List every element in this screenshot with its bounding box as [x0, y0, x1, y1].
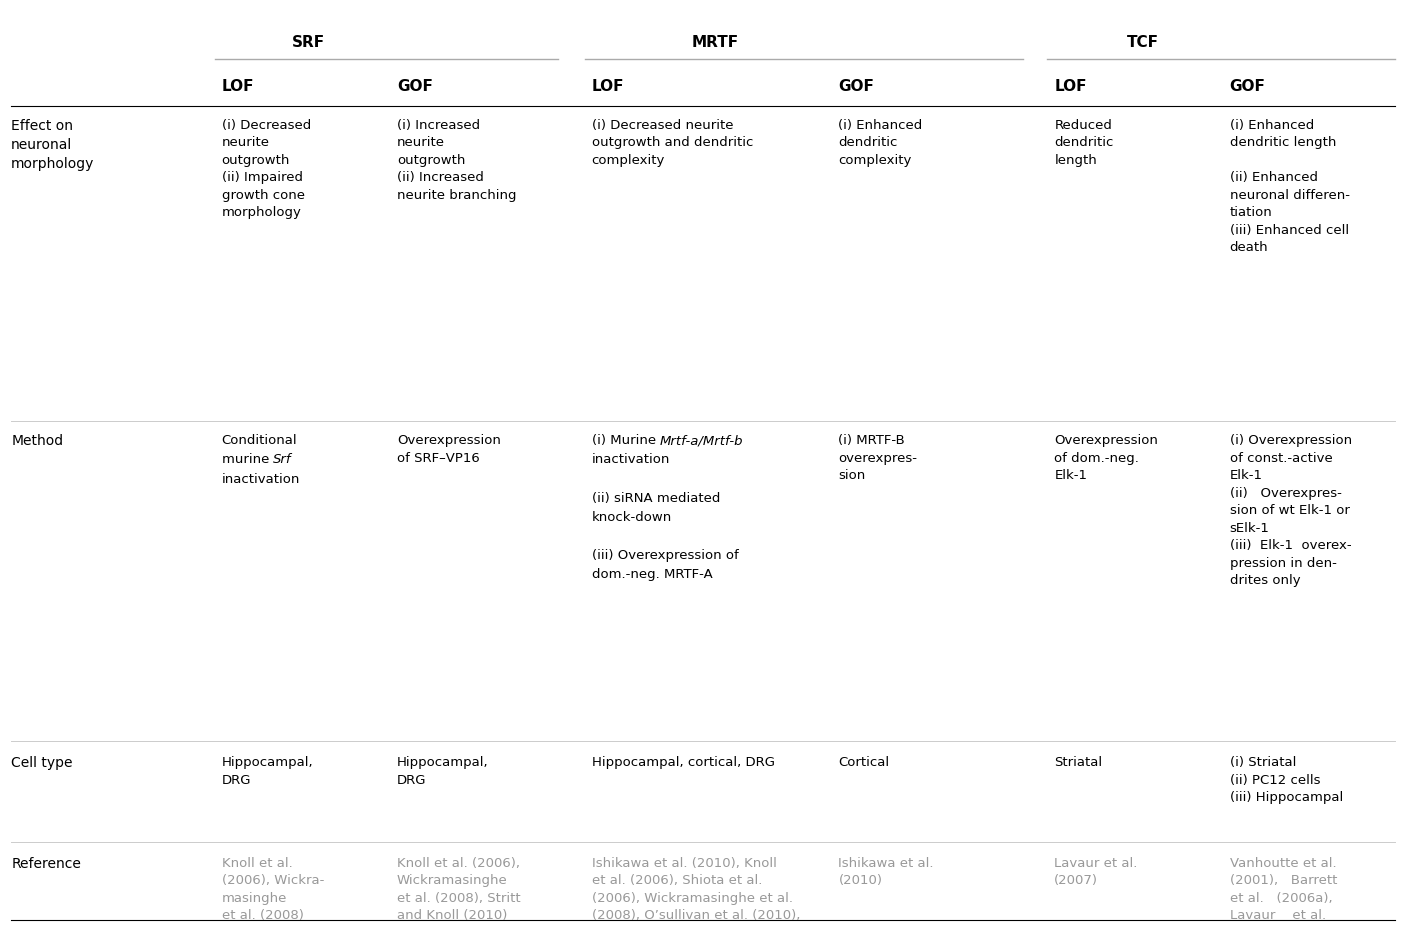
Text: Overexpression
of dom.-neg.
Elk-1: Overexpression of dom.-neg. Elk-1 — [1054, 434, 1158, 482]
Text: inactivation: inactivation — [222, 472, 300, 485]
Text: Hippocampal, cortical, DRG: Hippocampal, cortical, DRG — [592, 756, 775, 768]
Text: (i) Enhanced
dendritic
complexity: (i) Enhanced dendritic complexity — [838, 119, 923, 167]
Text: Ishikawa et al. (2010), Knoll
et al. (2006), Shiota et al.
(2006), Wickramasingh: Ishikawa et al. (2010), Knoll et al. (20… — [592, 856, 801, 927]
Text: (ii) siRNA mediated: (ii) siRNA mediated — [592, 491, 721, 504]
Text: Mrtf-a/Mrtf-b: Mrtf-a/Mrtf-b — [660, 434, 743, 447]
Text: Effect on
neuronal
morphology: Effect on neuronal morphology — [11, 119, 94, 171]
Text: LOF: LOF — [222, 79, 254, 94]
Text: (i) Decreased neurite
outgrowth and dendritic
complexity: (i) Decreased neurite outgrowth and dend… — [592, 119, 753, 167]
Text: LOF: LOF — [592, 79, 624, 94]
Text: SRF: SRF — [292, 35, 325, 50]
Text: MRTF: MRTF — [691, 35, 739, 50]
Text: Vanhoutte et al.
(2001),   Barrett
et al.   (2006a),
Lavaur    et al.
(2007): Vanhoutte et al. (2001), Barrett et al. … — [1230, 856, 1338, 927]
Text: GOF: GOF — [397, 79, 433, 94]
Text: TCF: TCF — [1127, 35, 1158, 50]
Text: (i) Increased
neurite
outgrowth
(ii) Increased
neurite branching: (i) Increased neurite outgrowth (ii) Inc… — [397, 119, 516, 201]
Text: (i) Enhanced
dendritic length

(ii) Enhanced
neuronal differen-
tiation
(iii) En: (i) Enhanced dendritic length (ii) Enhan… — [1230, 119, 1350, 254]
Text: dom.-neg. MRTF-A: dom.-neg. MRTF-A — [592, 567, 712, 580]
Text: Reference: Reference — [11, 856, 81, 870]
Text: Knoll et al.
(2006), Wickra-
masinghe
et al. (2008): Knoll et al. (2006), Wickra- masinghe et… — [222, 856, 324, 921]
Text: Hippocampal,
DRG: Hippocampal, DRG — [397, 756, 488, 786]
Text: (i) Striatal
(ii) PC12 cells
(iii) Hippocampal: (i) Striatal (ii) PC12 cells (iii) Hippo… — [1230, 756, 1343, 804]
Text: Striatal: Striatal — [1054, 756, 1102, 768]
Text: inactivation: inactivation — [592, 453, 670, 466]
Text: Cell type: Cell type — [11, 756, 73, 769]
Text: Method: Method — [11, 434, 63, 448]
Text: GOF: GOF — [1230, 79, 1266, 94]
Text: LOF: LOF — [1054, 79, 1087, 94]
Text: (iii) Overexpression of: (iii) Overexpression of — [592, 549, 739, 562]
Text: Srf: Srf — [273, 453, 292, 466]
Text: GOF: GOF — [838, 79, 875, 94]
Text: (i) Overexpression
of const.-active
Elk-1
(ii)   Overexpres-
sion of wt Elk-1 or: (i) Overexpression of const.-active Elk-… — [1230, 434, 1352, 587]
Text: Knoll et al. (2006),
Wickramasinghe
et al. (2008), Stritt
and Knoll (2010): Knoll et al. (2006), Wickramasinghe et a… — [397, 856, 520, 921]
Text: (i) Decreased
neurite
outgrowth
(ii) Impaired
growth cone
morphology: (i) Decreased neurite outgrowth (ii) Imp… — [222, 119, 311, 219]
Text: (i) Murine: (i) Murine — [592, 434, 660, 447]
Text: Lavaur et al.
(2007): Lavaur et al. (2007) — [1054, 856, 1137, 886]
Text: Conditional: Conditional — [222, 434, 297, 447]
Text: murine: murine — [222, 453, 273, 466]
Text: Cortical: Cortical — [838, 756, 889, 768]
Text: Reduced
dendritic
length: Reduced dendritic length — [1054, 119, 1113, 167]
Text: knock-down: knock-down — [592, 510, 672, 523]
Text: (i) MRTF-B
overexpres-
sion: (i) MRTF-B overexpres- sion — [838, 434, 917, 482]
Text: Hippocampal,
DRG: Hippocampal, DRG — [222, 756, 313, 786]
Text: Ishikawa et al.
(2010): Ishikawa et al. (2010) — [838, 856, 934, 886]
Text: Overexpression
of SRF–VP16: Overexpression of SRF–VP16 — [397, 434, 501, 464]
